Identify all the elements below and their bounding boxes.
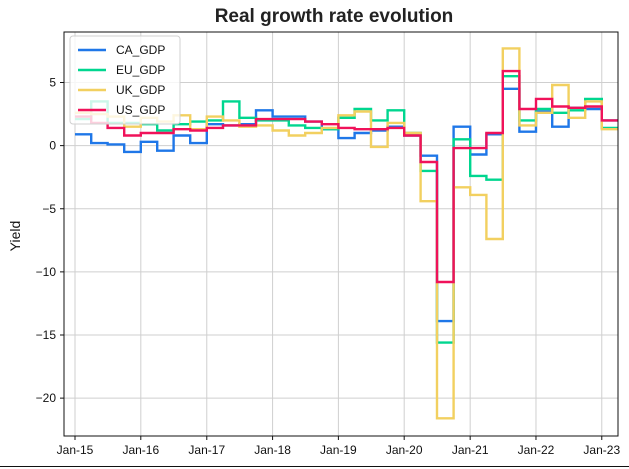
x-axis-ticks: Jan-15 Jan-16 Jan-17 Jan-18 Jan-19 Jan-20 Jan-… (57, 436, 620, 457)
y-tick-label: −20 (36, 391, 57, 405)
x-tick-label: Jan-16 (122, 443, 159, 457)
legend-label: US_GDP (116, 103, 165, 117)
x-tick-label: Jan-18 (254, 443, 291, 457)
legend: CA_GDP EU_GDP UK_GDP US_GDP (69, 35, 181, 125)
y-tick-label: 0 (49, 139, 56, 153)
y-axis-ticks: 5 0 −5 −10 −15 −20 (36, 76, 64, 405)
bottom-border (0, 466, 629, 467)
y-tick-label: −10 (36, 265, 57, 279)
x-tick-label: Jan-15 (57, 443, 94, 457)
series-lines (75, 47, 618, 420)
chart-title: Real growth rate evolution (215, 6, 454, 27)
series-line-ca-gdp (75, 87, 618, 323)
x-tick-label: Jan-21 (452, 443, 489, 457)
x-tick-label: Jan-22 (518, 443, 555, 457)
y-tick-label: 5 (49, 76, 56, 90)
series-line-us-gdp (75, 69, 618, 284)
x-tick-label: Jan-20 (386, 443, 423, 457)
x-tick-label: Jan-17 (188, 443, 225, 457)
y-axis-label: Yield (7, 221, 23, 252)
y-tick-label: −5 (42, 202, 56, 216)
legend-label: EU_GDP (116, 63, 165, 77)
y-tick-label: −15 (36, 328, 57, 342)
grid-lines (64, 32, 618, 436)
legend-label: UK_GDP (116, 83, 165, 97)
legend-box (69, 35, 181, 125)
x-tick-label: Jan-19 (320, 443, 357, 457)
x-tick-label: Jan-23 (583, 443, 620, 457)
legend-label: CA_GDP (116, 43, 165, 57)
plot-frame (63, 31, 619, 437)
